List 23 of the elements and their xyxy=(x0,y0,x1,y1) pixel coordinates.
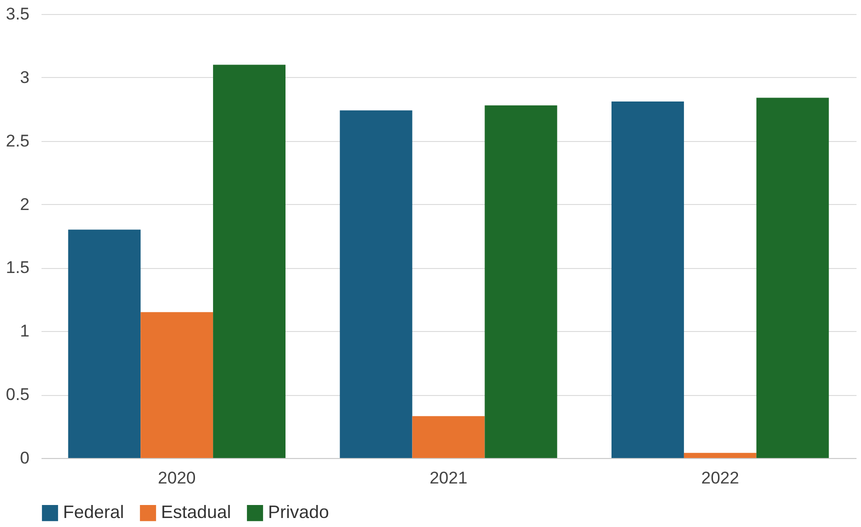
bar xyxy=(213,64,286,458)
legend-label: Federal xyxy=(63,502,124,522)
bar xyxy=(756,98,829,458)
y-tick-label: 3.5 xyxy=(6,4,30,24)
bar xyxy=(412,416,485,458)
y-tick-label: 2 xyxy=(20,194,30,214)
x-tick-label: 2021 xyxy=(430,468,468,488)
bar xyxy=(140,312,214,458)
x-tick-label: 2022 xyxy=(701,468,740,488)
y-tick-label: 1.5 xyxy=(6,258,30,278)
y-tick-label: 1 xyxy=(20,322,30,341)
x-tick-label: 2020 xyxy=(158,468,196,488)
bar xyxy=(612,102,684,458)
bar xyxy=(484,105,558,458)
y-tick-label: 2.5 xyxy=(6,131,30,150)
legend-label: Privado xyxy=(268,502,330,522)
legend-label: Estadual xyxy=(161,502,232,522)
bar xyxy=(684,452,756,458)
y-tick-label: 3 xyxy=(20,68,30,87)
bar xyxy=(68,230,141,458)
y-tick-label: 0 xyxy=(20,448,30,468)
y-tick-label: 0.5 xyxy=(6,385,30,404)
bar xyxy=(340,110,412,458)
